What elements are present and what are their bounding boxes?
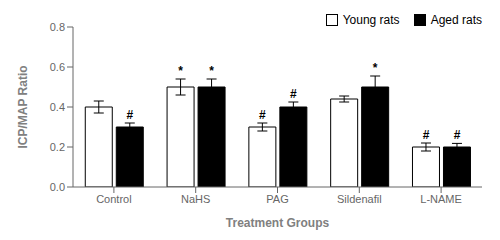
svg-text:Control: Control bbox=[96, 193, 131, 205]
svg-text:#: # bbox=[454, 128, 461, 142]
svg-text:0.2: 0.2 bbox=[50, 141, 65, 153]
svg-text:NaHS: NaHS bbox=[181, 193, 210, 205]
svg-text:#: # bbox=[259, 108, 266, 122]
svg-text:ICP/MAP Ratio: ICP/MAP Ratio bbox=[16, 65, 30, 148]
svg-text:0.0: 0.0 bbox=[50, 181, 65, 193]
html-text:Aged rats: Aged rats bbox=[430, 13, 482, 27]
svg-text:PAG: PAG bbox=[266, 193, 288, 205]
svg-text:Sildenafil: Sildenafil bbox=[337, 193, 382, 205]
svg-text:*: * bbox=[209, 64, 214, 78]
svg-text:#: # bbox=[290, 87, 297, 101]
svg-text:*: * bbox=[178, 64, 183, 78]
svg-text:0.6: 0.6 bbox=[50, 61, 65, 73]
svg-text:Treatment Groups: Treatment Groups bbox=[226, 216, 330, 230]
html-text:Young rats: Young rats bbox=[342, 13, 400, 27]
svg-text:0.4: 0.4 bbox=[50, 101, 65, 113]
svg-text:0.8: 0.8 bbox=[50, 21, 65, 33]
svg-text:*: * bbox=[373, 61, 378, 75]
svg-text:#: # bbox=[126, 108, 133, 122]
svg-text:#: # bbox=[423, 128, 430, 142]
svg-text:L-NAME: L-NAME bbox=[420, 193, 462, 205]
